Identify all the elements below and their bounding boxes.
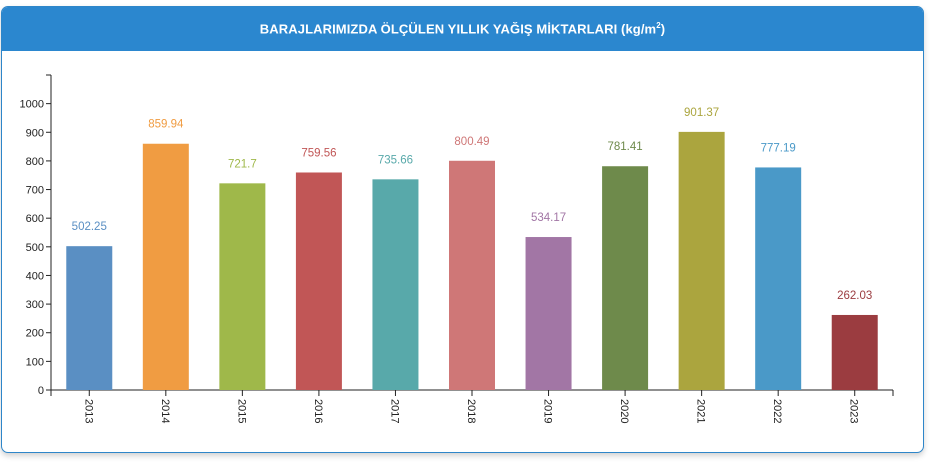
data-label-2020: 781.41	[607, 141, 642, 153]
bar-2018	[449, 160, 495, 390]
x-tick-label-2020: 2020	[618, 399, 630, 423]
bar-2019	[525, 237, 572, 390]
x-tick-label-2013: 2013	[82, 399, 94, 423]
y-tick-label: 700	[26, 185, 44, 197]
y-tick-label: 500	[26, 242, 44, 254]
x-tick-label-2018: 2018	[465, 399, 477, 423]
data-label-2014: 859.94	[148, 119, 184, 131]
bar-2013	[66, 246, 113, 390]
y-axis: 0 100 200 300 400 500 600 700 800 900 1000	[20, 74, 52, 397]
chart-title: BARAJLARIMIZDA ÖLÇÜLEN YILLIK YAĞIŞ MİKT…	[259, 21, 666, 37]
data-label-2019: 534.17	[531, 212, 566, 224]
chart-header: BARAJLARIMIZDA ÖLÇÜLEN YILLIK YAĞIŞ MİKT…	[2, 7, 923, 51]
y-tick-label: 1000	[20, 99, 44, 111]
x-tick-label-2021: 2021	[695, 399, 707, 423]
data-labels: 502.25 859.94 721.7 759.56 735.66 800.49 534.1…	[72, 107, 873, 302]
y-tick-label: 600	[26, 213, 44, 225]
y-tick-label: 0	[38, 385, 44, 397]
data-label-2022: 777.19	[761, 142, 796, 154]
data-label-2017: 735.66	[378, 154, 413, 166]
data-label-2021: 901.37	[684, 107, 719, 119]
bars	[66, 131, 878, 390]
x-axis: 2013 2014 2015 2016 2017 2018 2019 2020 2021 2022…	[50, 389, 894, 423]
x-tick-label-2017: 2017	[388, 399, 400, 423]
bar-2022	[755, 167, 802, 390]
x-tick-label-2016: 2016	[312, 399, 324, 423]
x-tick-label-2019: 2019	[542, 399, 554, 423]
bar-2015	[219, 183, 266, 390]
data-label-2023: 262.03	[837, 290, 872, 302]
data-label-2016: 759.56	[301, 147, 336, 159]
y-tick-label: 100	[26, 356, 44, 368]
x-tick-label-2014: 2014	[159, 399, 171, 423]
bar-2016	[295, 172, 342, 390]
x-tick-label-2022: 2022	[771, 399, 783, 423]
data-label-2013: 502.25	[72, 221, 107, 233]
bar-2014	[142, 143, 189, 390]
bar-2020	[602, 166, 649, 390]
y-tick-label: 900	[26, 127, 44, 139]
y-tick-label: 300	[26, 299, 44, 311]
data-label-2018: 800.49	[454, 136, 489, 148]
bar-2023	[831, 314, 878, 390]
bar-2021	[678, 131, 725, 390]
x-tick-label-2015: 2015	[235, 399, 247, 423]
data-label-2015: 721.7	[228, 158, 257, 170]
y-tick-label: 800	[26, 156, 44, 168]
y-tick-label: 400	[26, 270, 44, 282]
bar-2017	[372, 179, 419, 390]
y-tick-label: 200	[26, 328, 44, 340]
x-tick-label-2023: 2023	[848, 399, 860, 423]
